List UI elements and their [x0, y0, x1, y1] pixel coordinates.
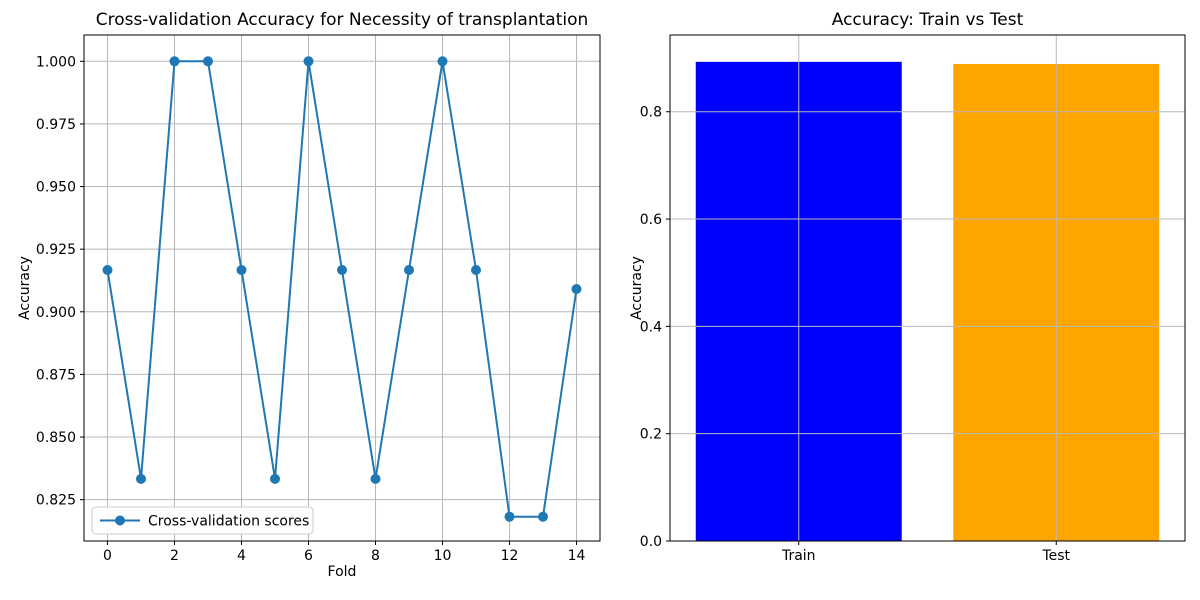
cv-legend-marker-sample: [115, 515, 125, 526]
cv-x-tick-label: 10: [434, 548, 452, 564]
cv-x-tick-label: 4: [237, 548, 246, 564]
cv-marker: [504, 511, 515, 522]
cv-x-tick-label: 0: [103, 548, 112, 564]
cv-axes-spines: [83, 34, 601, 542]
bar-y-tick-label: 0.4: [640, 319, 662, 335]
cv-marker: [471, 265, 481, 275]
cv-plot-area: [84, 35, 600, 541]
cv-y-tick-label: 0.900: [36, 305, 76, 321]
cv-marker: [169, 56, 180, 67]
cv-chart-title: Cross-validation Accuracy for Necessity …: [95, 10, 589, 30]
cv-marker: [538, 511, 548, 522]
bar-yaxis-label: Accuracy: [629, 256, 645, 320]
cv-marker: [236, 265, 247, 275]
cv-y-tick-label: 0.925: [36, 242, 76, 258]
cv-x-tick-label: 14: [568, 548, 586, 564]
bar-y-tick-label: 0.2: [640, 427, 662, 443]
cv-yaxis-label: Accuracy: [17, 256, 33, 320]
bar-axes-spines: [669, 34, 1186, 542]
cv-marker: [404, 265, 414, 275]
cv-marker: [270, 473, 280, 484]
cv-marker: [102, 265, 113, 275]
cv-y-tick-label: 0.975: [36, 117, 76, 133]
bar-chart-title: Accuracy: Train vs Test: [831, 10, 1024, 30]
bar-y-tick-label: 0.6: [640, 212, 662, 228]
cv-y-tick-label: 0.850: [36, 430, 76, 446]
cv-marker: [303, 56, 314, 67]
cv-marker: [203, 56, 213, 67]
cv-y-tick-label: 0.825: [36, 493, 76, 509]
bar-x-tick-label: Test: [1041, 548, 1070, 564]
cv-legend-label: Cross-validation scores: [148, 514, 309, 530]
cv-y-tick-label: 0.950: [36, 180, 76, 196]
bar-x-tick-label: Train: [781, 548, 816, 564]
cv-legend-box: [91, 506, 314, 535]
cv-x-tick-label: 6: [304, 548, 313, 564]
bar-y-tick-label: 0.0: [640, 534, 662, 550]
cv-xaxis-label: Fold: [327, 564, 357, 580]
cv-marker: [136, 473, 146, 484]
cv-marker: [571, 284, 582, 294]
cv-x-tick-label: 2: [170, 548, 179, 564]
cv-marker: [370, 473, 381, 484]
cv-marker: [437, 56, 448, 67]
cv-x-tick-label: 12: [501, 548, 519, 564]
cv-y-tick-label: 1.000: [36, 54, 76, 70]
cv-y-tick-label: 0.875: [36, 367, 76, 383]
cv-x-tick-label: 8: [371, 548, 380, 564]
cv-marker: [337, 265, 347, 275]
bar-y-tick-label: 0.8: [640, 105, 662, 121]
